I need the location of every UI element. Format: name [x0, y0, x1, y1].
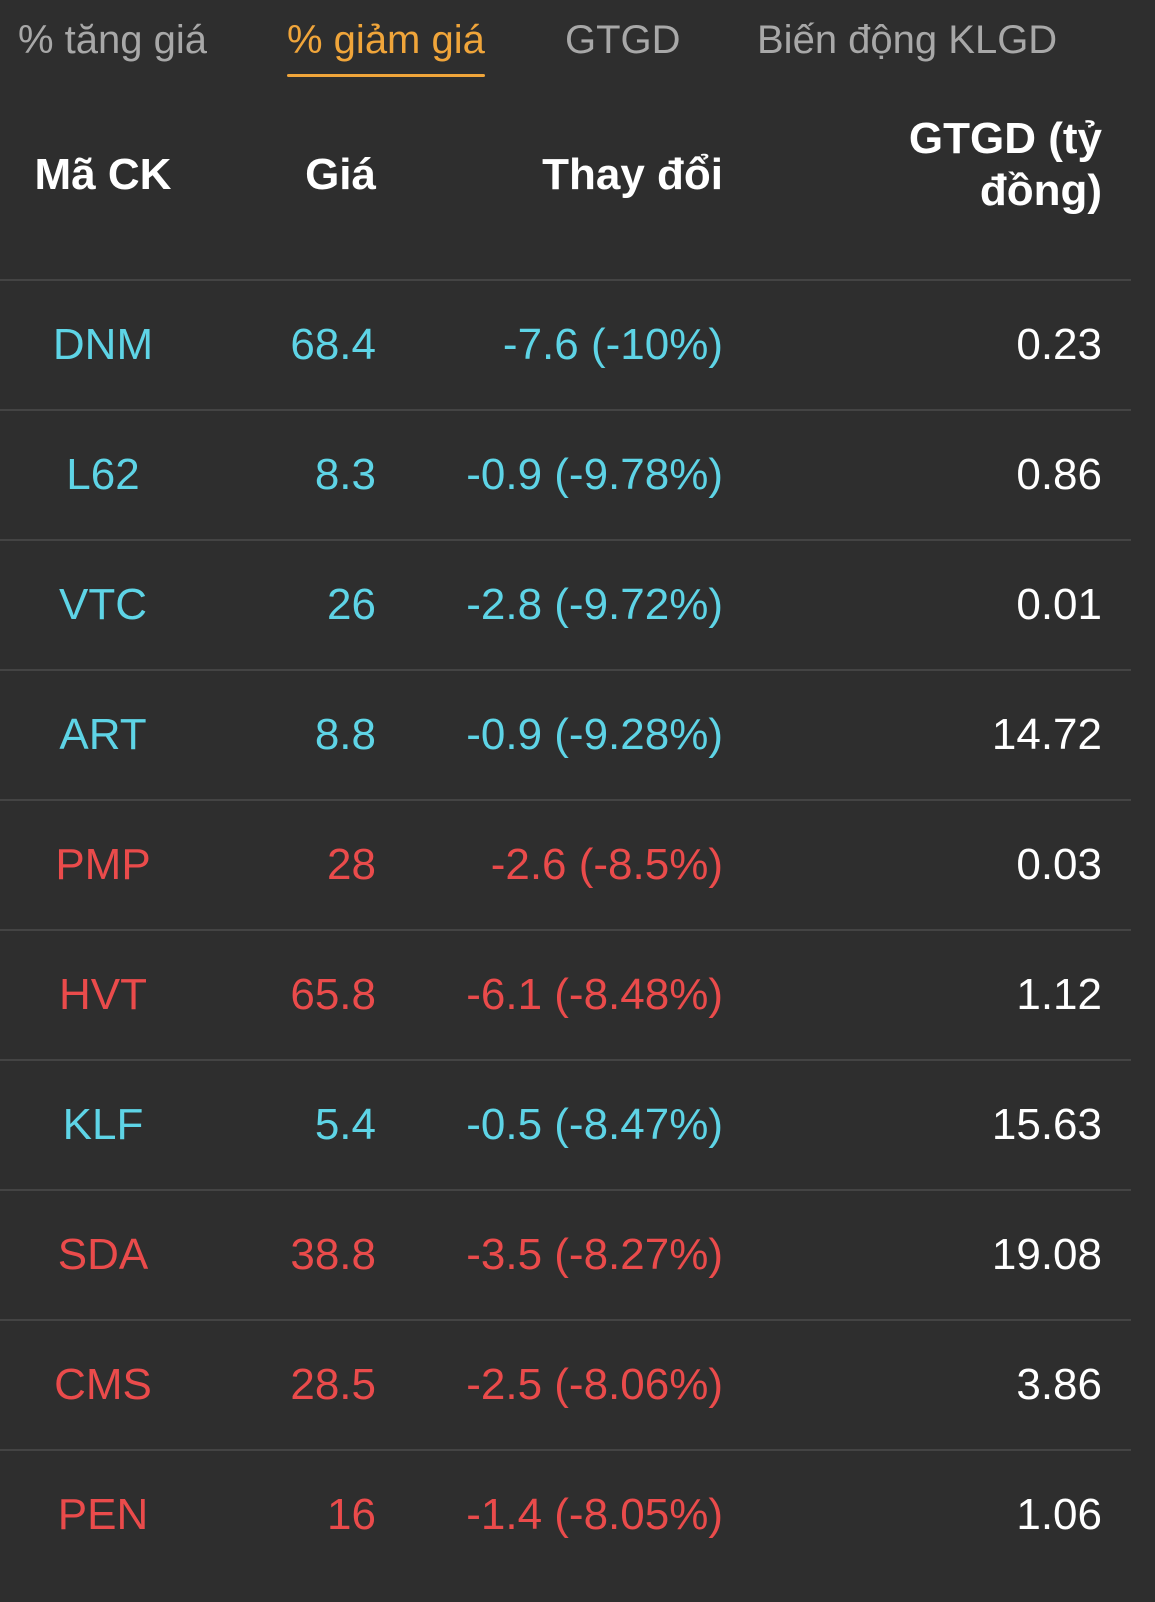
stock-change: -0.5 (-8.47%)	[466, 1100, 723, 1149]
tab-trading-value[interactable]: GTGD	[565, 14, 681, 66]
table-row[interactable]: PEN 16 -1.4 (-8.05%) 1.06	[0, 1451, 1131, 1581]
stock-change: -2.6 (-8.5%)	[490, 840, 723, 889]
table-row[interactable]: HVT 65.8 -6.1 (-8.48%) 1.12	[0, 931, 1131, 1061]
tab-volume-change[interactable]: Biến động KLGD	[757, 14, 1057, 66]
stock-code[interactable]: ART	[59, 710, 147, 759]
header-value-line1: GTGD (tỷ	[908, 114, 1102, 163]
stock-price: 38.8	[290, 1230, 376, 1279]
stock-change: -0.9 (-9.28%)	[466, 710, 723, 759]
stock-change: -3.5 (-8.27%)	[466, 1230, 723, 1279]
stock-code[interactable]: HVT	[59, 970, 147, 1019]
stock-change: -0.9 (-9.78%)	[466, 450, 723, 499]
stock-code[interactable]: DNM	[52, 320, 154, 369]
stock-code[interactable]: KLF	[62, 1100, 144, 1149]
header-change[interactable]: Thay đổi	[542, 150, 723, 199]
table-row[interactable]: VTC 26 -2.8 (-9.72%) 0.01	[0, 541, 1131, 671]
stock-price: 68.4	[290, 320, 376, 369]
table-row[interactable]: DNM 68.4 -7.6 (-10%) 0.23	[0, 281, 1131, 411]
stock-table: Mã CK Giá Thay đổi GTGD (tỷ đồng) DNM 68…	[0, 92, 1131, 1581]
stock-price: 65.8	[290, 970, 376, 1019]
trading-value: 1.06	[1016, 1490, 1102, 1539]
table-row[interactable]: SDA 38.8 -3.5 (-8.27%) 19.08	[0, 1191, 1131, 1321]
trading-value: 15.63	[991, 1100, 1102, 1149]
trading-value: 1.12	[1016, 970, 1102, 1019]
stock-change: -7.6 (-10%)	[502, 320, 723, 369]
tab-label: % giảm giá	[287, 18, 485, 62]
stock-code[interactable]: VTC	[59, 580, 147, 629]
header-value[interactable]: GTGD (tỷ đồng)	[909, 113, 1102, 217]
stock-price: 5.4	[314, 1100, 376, 1149]
stock-price: 16	[327, 1490, 376, 1539]
stock-code[interactable]: CMS	[54, 1360, 152, 1409]
tab-percent-decrease[interactable]: % giảm giá	[287, 14, 485, 77]
trading-value: 0.01	[1016, 580, 1102, 629]
table-row[interactable]: KLF 5.4 -0.5 (-8.47%) 15.63	[0, 1061, 1131, 1191]
tab-label: Biến động KLGD	[757, 18, 1058, 62]
tab-bar: % tăng giá % giảm giá GTGD Biến động KLG…	[0, 0, 1155, 92]
stock-change: -1.4 (-8.05%)	[466, 1490, 723, 1539]
trading-value: 14.72	[991, 710, 1102, 759]
trading-value: 3.86	[1016, 1360, 1102, 1409]
table-header: Mã CK Giá Thay đổi GTGD (tỷ đồng)	[0, 92, 1131, 281]
table-row[interactable]: PMP 28 -2.6 (-8.5%) 0.03	[0, 801, 1131, 931]
trading-value: 0.86	[1016, 450, 1102, 499]
stock-code[interactable]: L62	[66, 450, 140, 499]
header-code[interactable]: Mã CK	[34, 150, 172, 199]
tab-percent-increase[interactable]: % tăng giá	[18, 14, 207, 66]
stock-price: 8.3	[314, 450, 376, 499]
table-row[interactable]: ART 8.8 -0.9 (-9.28%) 14.72	[0, 671, 1131, 801]
tab-label: % tăng giá	[18, 18, 208, 62]
table-row[interactable]: CMS 28.5 -2.5 (-8.06%) 3.86	[0, 1321, 1131, 1451]
stock-code[interactable]: PMP	[55, 840, 151, 889]
stock-price: 28	[327, 840, 376, 889]
stock-change: -2.5 (-8.06%)	[466, 1360, 723, 1409]
stock-code[interactable]: SDA	[57, 1230, 149, 1279]
header-price[interactable]: Giá	[305, 150, 376, 199]
trading-value: 19.08	[991, 1230, 1102, 1279]
tab-label: GTGD	[565, 18, 681, 62]
trading-value: 0.23	[1016, 320, 1102, 369]
stock-change: -6.1 (-8.48%)	[466, 970, 723, 1019]
table-body: DNM 68.4 -7.6 (-10%) 0.23 L62 8.3 -0.9 (…	[0, 281, 1131, 1581]
trading-value: 0.03	[1016, 840, 1102, 889]
stock-code[interactable]: PEN	[57, 1490, 149, 1539]
stock-change: -2.8 (-9.72%)	[466, 580, 723, 629]
header-value-line2: đồng)	[979, 166, 1102, 215]
stock-price: 26	[327, 580, 376, 629]
active-tab-indicator	[287, 74, 485, 77]
stock-price: 8.8	[314, 710, 376, 759]
table-row[interactable]: L62 8.3 -0.9 (-9.78%) 0.86	[0, 411, 1131, 541]
stock-price: 28.5	[290, 1360, 376, 1409]
